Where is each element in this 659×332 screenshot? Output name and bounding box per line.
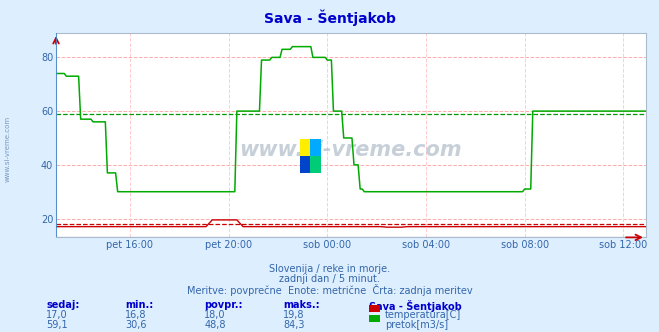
- Text: 30,6: 30,6: [125, 320, 147, 330]
- Bar: [300, 139, 310, 156]
- Text: 48,8: 48,8: [204, 320, 226, 330]
- Text: 84,3: 84,3: [283, 320, 305, 330]
- Text: www.si-vreme.com: www.si-vreme.com: [4, 116, 11, 183]
- Text: zadnji dan / 5 minut.: zadnji dan / 5 minut.: [279, 274, 380, 284]
- Text: 16,8: 16,8: [125, 310, 147, 320]
- Text: sedaj:: sedaj:: [46, 300, 80, 310]
- Text: 18,0: 18,0: [204, 310, 226, 320]
- Text: 59,1: 59,1: [46, 320, 68, 330]
- Text: Slovenija / reke in morje.: Slovenija / reke in morje.: [269, 264, 390, 274]
- Bar: [300, 156, 310, 173]
- Text: Sava - Šentjakob: Sava - Šentjakob: [369, 300, 462, 312]
- Text: pretok[m3/s]: pretok[m3/s]: [385, 320, 448, 330]
- Text: 19,8: 19,8: [283, 310, 305, 320]
- Text: maks.:: maks.:: [283, 300, 320, 310]
- Text: min.:: min.:: [125, 300, 154, 310]
- Bar: [310, 139, 321, 156]
- Text: Meritve: povprečne  Enote: metrične  Črta: zadnja meritev: Meritve: povprečne Enote: metrične Črta:…: [186, 284, 473, 296]
- Text: temperatura[C]: temperatura[C]: [385, 310, 461, 320]
- Text: Sava - Šentjakob: Sava - Šentjakob: [264, 10, 395, 27]
- Text: 17,0: 17,0: [46, 310, 68, 320]
- Bar: [310, 156, 321, 173]
- Text: povpr.:: povpr.:: [204, 300, 243, 310]
- Text: www.si-vreme.com: www.si-vreme.com: [240, 139, 462, 160]
